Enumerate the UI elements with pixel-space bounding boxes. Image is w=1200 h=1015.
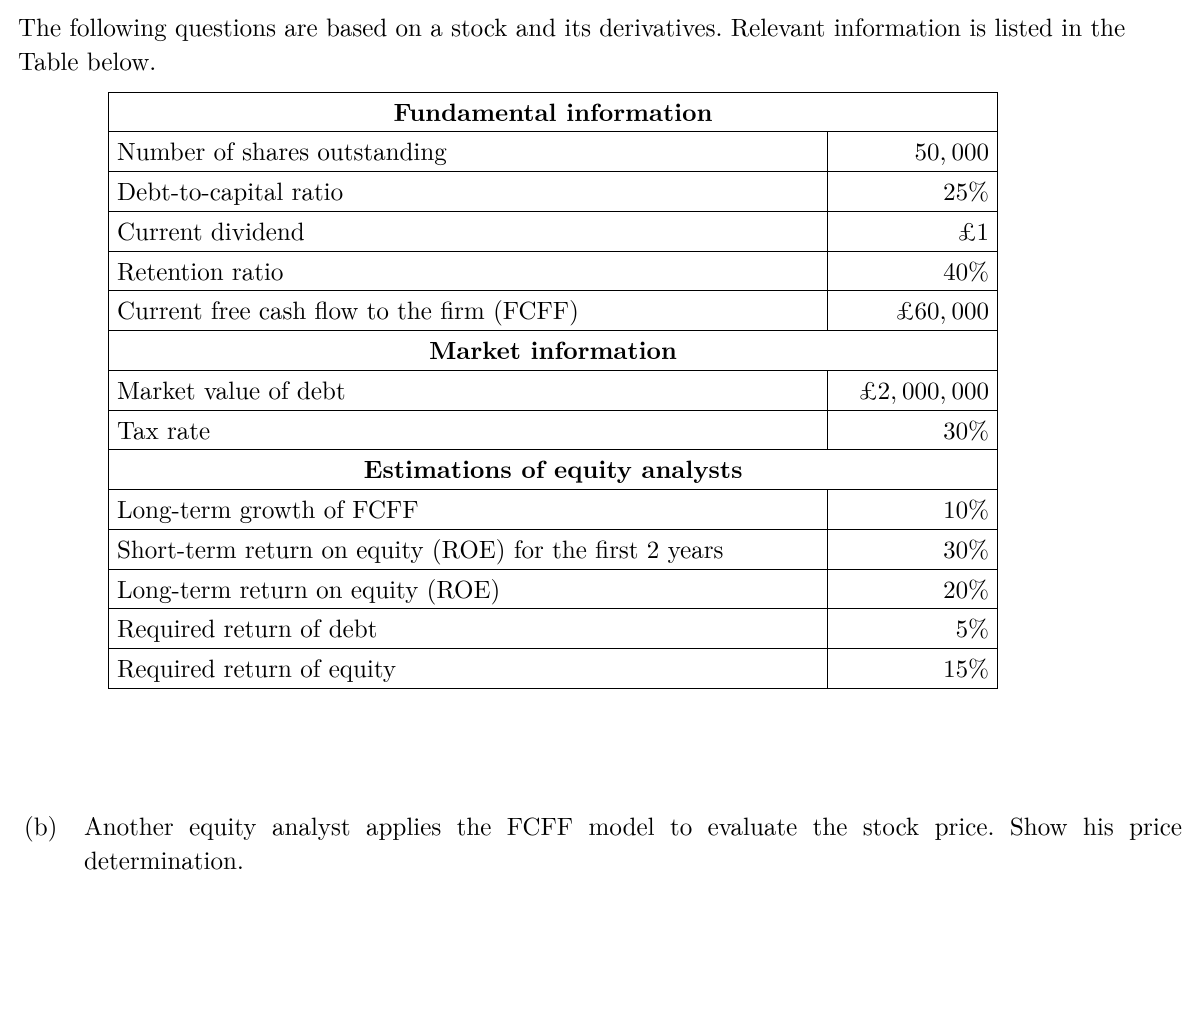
table-section-header: Estimations of equity analysts: [109, 450, 998, 490]
question-text: Another equity analyst applies the FCFF …: [84, 809, 1182, 877]
table-row: Long-term return on equity (ROE)20%: [109, 569, 998, 609]
table-cell-label: Current dividend: [109, 211, 828, 251]
data-table-wrapper: Fundamental informationNumber of shares …: [108, 92, 1182, 689]
table-cell-label: Debt-to-capital ratio: [109, 172, 828, 212]
table-section-header: Market information: [109, 331, 998, 371]
table-row: Retention ratio40%: [109, 251, 998, 291]
table-cell-value: 25%: [828, 172, 998, 212]
table-row: Debt-to-capital ratio25%: [109, 172, 998, 212]
data-table: Fundamental informationNumber of shares …: [108, 92, 998, 689]
table-row: Tax rate30%: [109, 410, 998, 450]
table-cell-value: 15%: [828, 649, 998, 689]
question-b: (b) Another equity analyst applies the F…: [18, 809, 1182, 877]
table-row: Current free cash flow to the firm (FCFF…: [109, 291, 998, 331]
table-cell-value: 20%: [828, 569, 998, 609]
table-cell-label: Current free cash flow to the firm (FCFF…: [109, 291, 828, 331]
table-row: Required return of debt5%: [109, 609, 998, 649]
question-label: (b): [18, 809, 84, 877]
table-row: Short-term return on equity (ROE) for th…: [109, 529, 998, 569]
table-section-header: Fundamental information: [109, 92, 998, 132]
table-row: Long-term growth of FCFF10%: [109, 490, 998, 530]
table-cell-label: Required return of equity: [109, 649, 828, 689]
table-cell-label: Long-term growth of FCFF: [109, 490, 828, 530]
table-row: Current dividend£1: [109, 211, 998, 251]
table-cell-label: Short-term return on equity (ROE) for th…: [109, 529, 828, 569]
table-cell-label: Market value of debt: [109, 370, 828, 410]
table-cell-label: Retention ratio: [109, 251, 828, 291]
intro-paragraph: The following questions are based on a s…: [18, 10, 1182, 78]
table-cell-value: 10%: [828, 490, 998, 530]
table-cell-value: 30%: [828, 410, 998, 450]
table-cell-value: £2, 000, 000: [828, 370, 998, 410]
table-cell-value: 30%: [828, 529, 998, 569]
table-cell-label: Required return of debt: [109, 609, 828, 649]
table-cell-label: Tax rate: [109, 410, 828, 450]
table-row: Market value of debt£2, 000, 000: [109, 370, 998, 410]
table-cell-label: Long-term return on equity (ROE): [109, 569, 828, 609]
table-cell-value: £60, 000: [828, 291, 998, 331]
table-cell-value: 5%: [828, 609, 998, 649]
table-cell-label: Number of shares outstanding: [109, 132, 828, 172]
table-cell-value: 50, 000: [828, 132, 998, 172]
table-row: Number of shares outstanding50, 000: [109, 132, 998, 172]
table-cell-value: 40%: [828, 251, 998, 291]
table-cell-value: £1: [828, 211, 998, 251]
table-row: Required return of equity15%: [109, 649, 998, 689]
